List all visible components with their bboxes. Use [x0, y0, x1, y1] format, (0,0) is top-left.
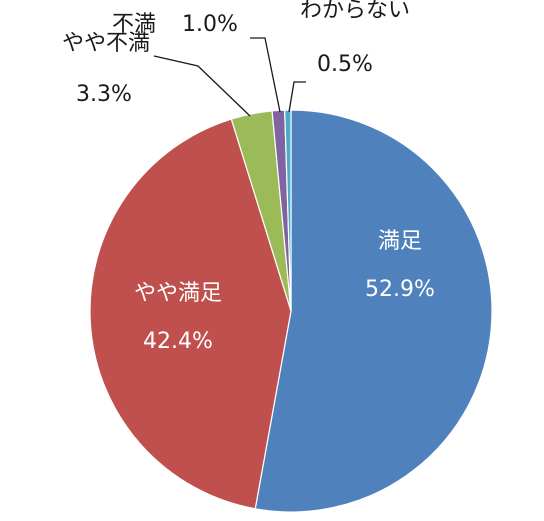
leader-line-2	[153, 55, 251, 117]
leader-line-3	[250, 37, 281, 113]
slice-value-4: 0.5%	[317, 52, 373, 77]
leader-line-4	[288, 81, 306, 113]
pie-slice-1	[89, 118, 292, 510]
slice-value-1: 42.4%	[143, 329, 213, 354]
pie-slice-4	[284, 109, 292, 312]
slice-label-4: わからない	[300, 0, 410, 23]
slice-value-0: 52.9%	[365, 277, 435, 302]
slice-label-3: 不満	[112, 12, 156, 37]
slice-label-2: やや不満	[62, 31, 150, 56]
slice-label-0: 満足	[378, 229, 422, 254]
slice-value-2: 3.3%	[76, 82, 132, 107]
slice-value-3: 1.0%	[182, 12, 238, 37]
slice-label-1: やや満足	[134, 281, 222, 306]
pie-slice-0	[254, 109, 493, 513]
